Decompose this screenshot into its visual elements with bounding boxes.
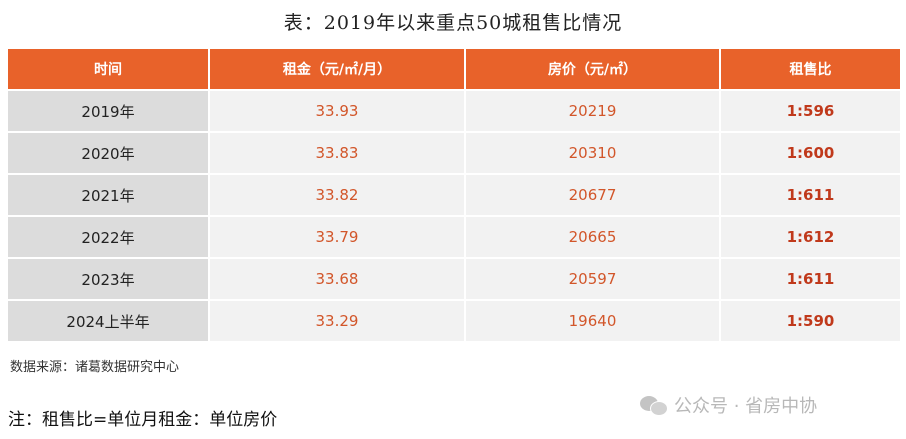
cell-rent: 33.79	[210, 215, 466, 257]
table-row: 2024上半年 33.29 19640 1:590	[8, 299, 900, 341]
cell-rent: 33.29	[210, 299, 466, 341]
header-time: 时间	[8, 49, 210, 89]
header-rent: 租金（元/㎡/月）	[210, 49, 466, 89]
table-title: 表：2019年以来重点50城租售比情况	[283, 12, 623, 34]
cell-year: 2020年	[8, 131, 210, 173]
cell-ratio: 1:611	[721, 257, 900, 299]
cell-price: 20310	[466, 131, 721, 173]
cell-rent: 33.83	[210, 131, 466, 173]
cell-ratio: 1:611	[721, 173, 900, 215]
header-ratio: 租售比	[721, 49, 900, 89]
watermark: 公众号 · 省房中协	[640, 392, 817, 418]
footnote: 注：租售比=单位月租金：单位房价	[8, 410, 278, 430]
cell-price: 20219	[466, 89, 721, 131]
cell-year: 2022年	[8, 215, 210, 257]
cell-year: 2023年	[8, 257, 210, 299]
watermark-text: 公众号 · 省房中协	[674, 396, 818, 417]
data-source-caption: 数据来源：诸葛数据研究中心	[10, 360, 180, 375]
table-header-row: 时间 租金（元/㎡/月） 房价（元/㎡） 租售比	[8, 49, 900, 89]
header-price: 房价（元/㎡）	[466, 49, 721, 89]
cell-ratio: 1:596	[721, 89, 900, 131]
cell-rent: 33.93	[210, 89, 466, 131]
cell-price: 20677	[466, 173, 721, 215]
cell-ratio: 1:600	[721, 131, 900, 173]
table-row: 2020年 33.83 20310 1:600	[8, 131, 900, 173]
cell-price: 19640	[466, 299, 721, 341]
wechat-icon	[640, 394, 668, 416]
table-row: 2022年 33.79 20665 1:612	[8, 215, 900, 257]
table-row: 2021年 33.82 20677 1:611	[8, 173, 900, 215]
table-row: 2023年 33.68 20597 1:611	[8, 257, 900, 299]
cell-ratio: 1:590	[721, 299, 900, 341]
cell-price: 20665	[466, 215, 721, 257]
cell-rent: 33.82	[210, 173, 466, 215]
cell-ratio: 1:612	[721, 215, 900, 257]
cell-price: 20597	[466, 257, 721, 299]
cell-year: 2019年	[8, 89, 210, 131]
rent-sale-ratio-table: 时间 租金（元/㎡/月） 房价（元/㎡） 租售比 2019年 33.93 202…	[8, 49, 900, 341]
cell-year: 2024上半年	[8, 299, 210, 341]
table-row: 2019年 33.93 20219 1:596	[8, 89, 900, 131]
cell-rent: 33.68	[210, 257, 466, 299]
cell-year: 2021年	[8, 173, 210, 215]
